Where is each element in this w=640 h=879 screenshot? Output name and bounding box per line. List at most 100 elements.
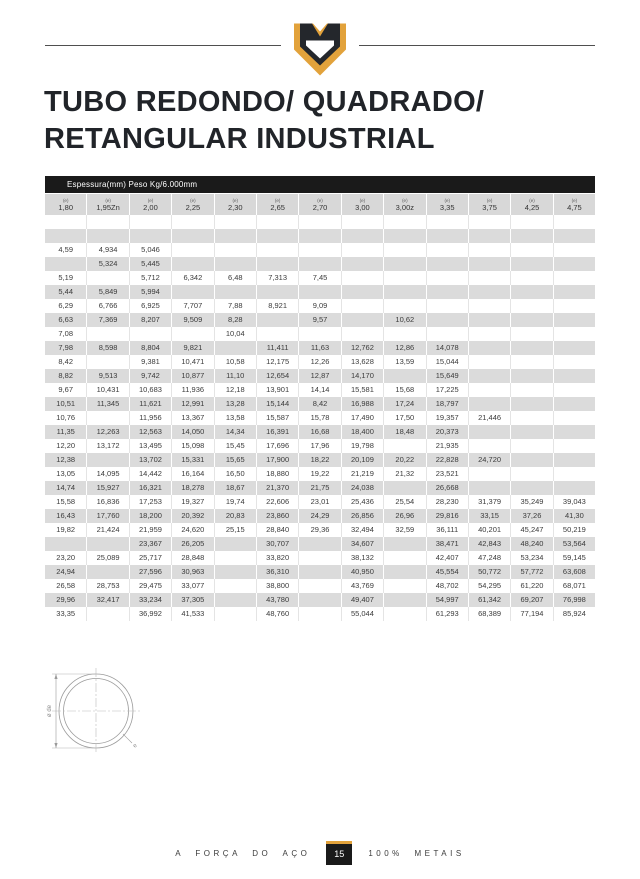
table-column-headers: (e) 1,80 (e) 1,95Zn (e) 2,00 (e) 2,25 (e) 2,30 (e)… [45,194,595,215]
table-cell: 23,01 [299,495,342,509]
table-cell [215,593,257,607]
table-cell [469,467,512,481]
table-cell: 21,75 [299,481,342,495]
table-cell [384,271,427,285]
table-cell: 20,373 [427,425,469,439]
table-cell: 19,22 [299,467,342,481]
table-cell [384,439,427,453]
table-cell [45,537,88,551]
table-cell [257,229,300,243]
table-cell: 17,490 [342,411,385,425]
table-cell: 7,08 [45,327,88,341]
column-header-cell: (e) 2,00 [130,194,173,215]
table-cell: 19,82 [45,523,88,537]
table-row: 6,29 6,766 6,925 7,707 7,88 8,921 9,09 [45,299,595,313]
table-cell: 53,234 [511,551,554,565]
page-title-line2: RETANGULAR INDUSTRIAL [44,123,435,155]
table-cell: 48,760 [257,607,300,621]
table-cell: 4,59 [45,243,88,257]
table-cell [299,257,342,271]
column-header-sup: (e) [486,197,493,203]
table-cell [511,439,554,453]
table-cell: 27,596 [130,565,173,579]
table-cell [215,341,257,355]
table-cell [384,537,427,551]
table-cell: 15,68 [384,383,427,397]
table-cell [342,243,385,257]
table-cell [45,229,88,243]
table-cell: 36,310 [257,565,300,579]
table-cell [87,229,130,243]
table-cell: 14,74 [45,481,88,495]
table-cell: 11,936 [172,383,215,397]
table-cell [384,299,427,313]
table-cell: 11,956 [130,411,173,425]
table-cell: 13,05 [45,467,88,481]
table-cell: 18,278 [172,481,215,495]
table-cell [257,327,300,341]
column-header-cell: (e) 2,65 [257,194,300,215]
table-cell: 13,901 [257,383,300,397]
table-cell: 6,342 [172,271,215,285]
table-cell: 12,263 [87,425,130,439]
table-cell: 33,15 [469,509,512,523]
table-cell [427,313,469,327]
table-cell: 15,58 [45,495,88,509]
table-cell: 42,407 [427,551,469,565]
table-cell: 17,24 [384,397,427,411]
table-cell [384,579,427,593]
table-cell [469,299,512,313]
table-cell [384,215,427,229]
table-cell: 30,707 [257,537,300,551]
dimension-arrow-top [54,674,58,679]
table-cell: 15,587 [257,411,300,425]
table-cell [554,271,595,285]
column-header-value: 1,95Zn [96,202,120,212]
table-cell [384,285,427,299]
table-cell: 18,880 [257,467,300,481]
table-cell [130,229,173,243]
table-cell: 11,10 [215,369,257,383]
table-cell: 8,42 [45,355,88,369]
table-row: 12,20 13,172 13,495 15,098 15,45 17,696 17,96 1… [45,439,595,453]
table-cell [299,537,342,551]
table-cell: 10,58 [215,355,257,369]
table-cell [427,285,469,299]
table-cell: 5,44 [45,285,88,299]
table-cell [554,327,595,341]
table-cell [554,215,595,229]
table-row: 15,58 16,836 17,253 19,327 19,74 22,606 23,01 2… [45,495,595,509]
table-cell: 18,22 [299,453,342,467]
table-row: 24,94 27,596 30,963 36,310 40,950 45,554 50,77… [45,565,595,579]
table-cell: 26,58 [45,579,88,593]
column-header-sup: (e) [317,197,323,203]
table-cell: 21,370 [257,481,300,495]
table-cell: 18,797 [427,397,469,411]
table-cell [511,397,554,411]
table-cell: 42,843 [469,537,512,551]
table-row: 7,08 10,04 [45,327,595,341]
column-header-value: 1,80 [58,202,73,212]
table-row: 5,324 5,445 [45,257,595,271]
table-cell: 16,321 [130,481,173,495]
table-cell: 22,606 [257,495,300,509]
table-cell [172,327,215,341]
table-cell: 12,991 [172,397,215,411]
table-cell: 18,48 [384,425,427,439]
column-header-value: 2,70 [312,202,328,212]
table-cell [87,355,130,369]
table-cell: 30,963 [172,565,215,579]
table-cell: 12,654 [257,369,300,383]
table-cell [215,257,257,271]
table-cell: 85,924 [562,609,586,618]
outer-diameter-label: ø de [47,704,53,717]
column-header-value: 3,00z [395,202,414,212]
table-cell: 29,96 [45,593,88,607]
table-cell [511,355,554,369]
column-header-sup: (e) [571,197,578,203]
table-cell [469,355,512,369]
table-cell: 23,521 [427,467,469,481]
table-cell: 68,071 [562,581,586,590]
column-header-cell: (e) 2,30 [215,194,257,215]
